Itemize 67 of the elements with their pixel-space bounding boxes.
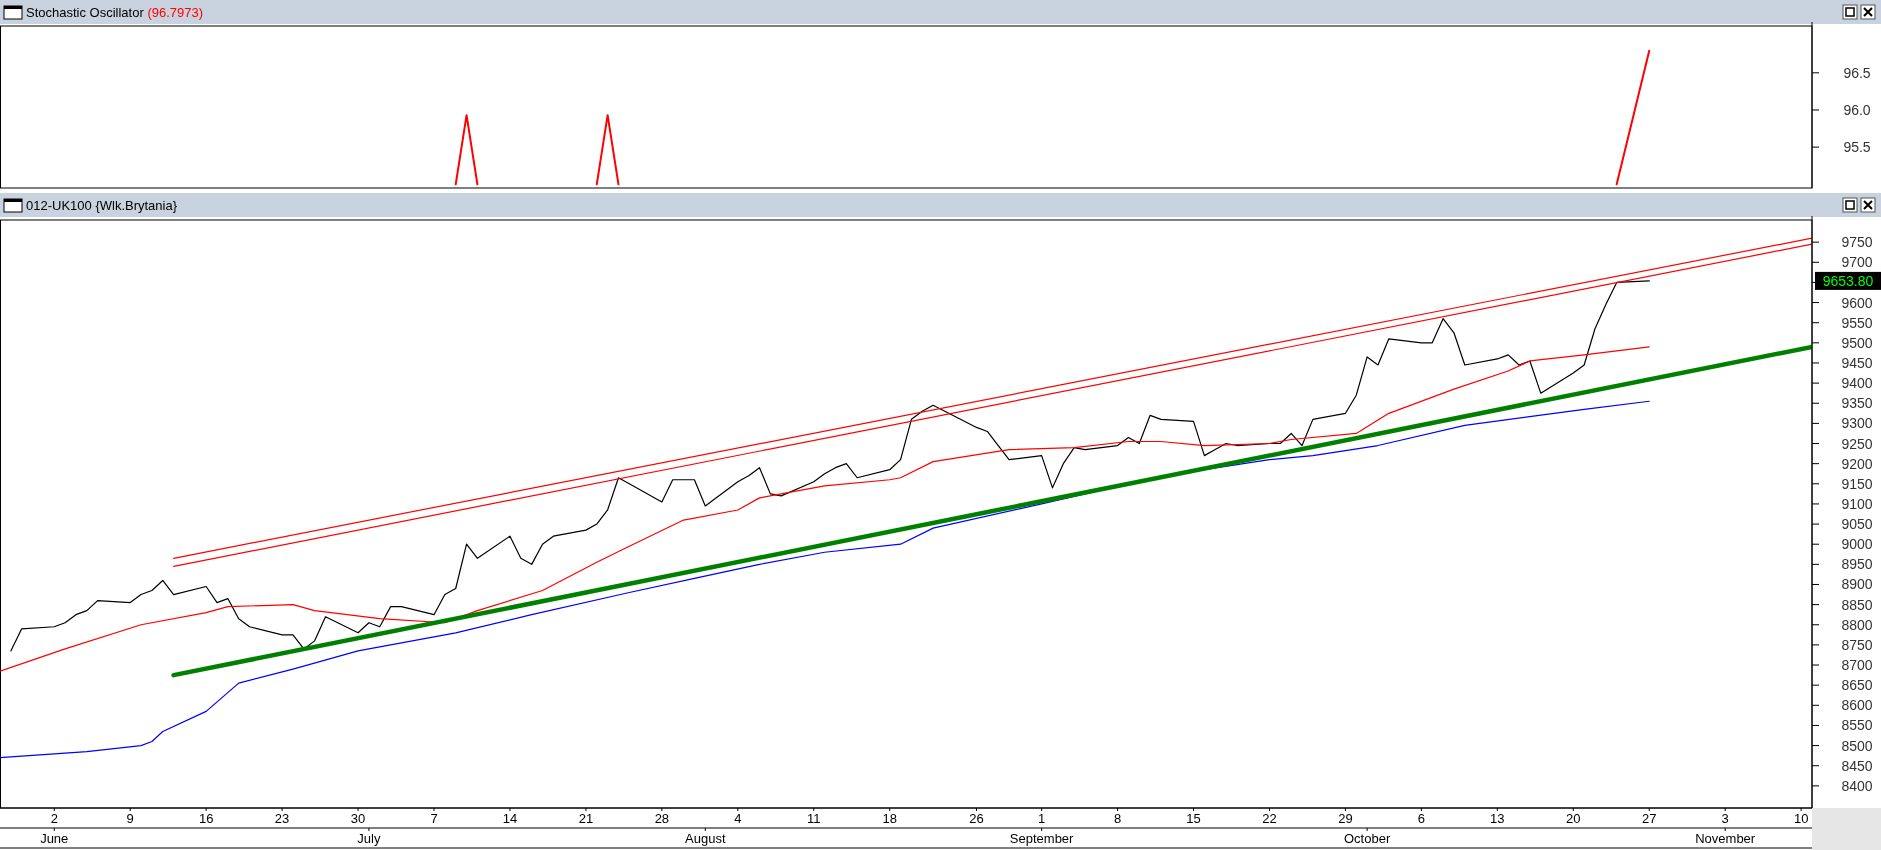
x2-tick-label: September bbox=[1009, 831, 1075, 846]
x-tick-label: 18 bbox=[882, 811, 897, 826]
x-tick-label: 8 bbox=[1113, 811, 1122, 826]
y-tick-label: 9550 bbox=[1841, 314, 1873, 331]
chart-title: Stochastic Oscillator bbox=[26, 5, 145, 20]
y-tick-label: 9250 bbox=[1841, 435, 1873, 452]
x-tick-label: 3 bbox=[1721, 811, 1729, 826]
x-tick-label: 28 bbox=[654, 811, 670, 826]
y-tick-label: 95.5 bbox=[1843, 139, 1871, 156]
y-tick-label: 9000 bbox=[1841, 536, 1873, 553]
y-tick-label: 8950 bbox=[1841, 556, 1873, 573]
y-tick-label: 8500 bbox=[1841, 737, 1873, 754]
y-tick-label: 9200 bbox=[1841, 455, 1873, 472]
x-tick-label: 15 bbox=[1186, 811, 1201, 826]
y-tick-label: 9750 bbox=[1841, 234, 1873, 251]
y-tick-label: 96.5 bbox=[1843, 64, 1871, 81]
x-tick-label: 14 bbox=[502, 811, 518, 826]
y-tick-label: 8550 bbox=[1841, 717, 1873, 734]
x-tick-label: 2 bbox=[50, 811, 58, 826]
x2-tick-label: November bbox=[1695, 831, 1756, 846]
y-tick-label: 8600 bbox=[1841, 697, 1873, 714]
y-tick-label: 9450 bbox=[1841, 354, 1873, 371]
x2-tick-label: July bbox=[357, 831, 381, 846]
x-tick-label: 30 bbox=[350, 811, 366, 826]
y-tick-label: 9150 bbox=[1841, 475, 1873, 492]
chart-subtitle: (96.7973) bbox=[143, 5, 204, 20]
line-series bbox=[0, 400, 1650, 759]
x-tick-label: 10 bbox=[1793, 811, 1809, 826]
y-tick-label: 96.0 bbox=[1843, 101, 1871, 118]
x2-tick-label: August bbox=[685, 831, 726, 846]
x-tick-label: 6 bbox=[1417, 811, 1426, 826]
x-tick-label: 26 bbox=[969, 811, 984, 826]
x-tick-label: 22 bbox=[1262, 811, 1277, 826]
x2-tick-label: October bbox=[1344, 831, 1391, 846]
x-tick-label: 4 bbox=[734, 811, 742, 826]
y-tick-label: 8400 bbox=[1841, 777, 1873, 794]
y-tick-label: 9500 bbox=[1841, 334, 1873, 351]
x-tick-label: 21 bbox=[578, 811, 594, 826]
y-tick-label: 9700 bbox=[1841, 254, 1873, 271]
y-tick-label: 9400 bbox=[1841, 375, 1873, 392]
y-tick-label: 8700 bbox=[1841, 657, 1873, 674]
y-tick-label: 8750 bbox=[1841, 636, 1873, 653]
y-tick-label: 9350 bbox=[1841, 395, 1873, 412]
y-tick-label: 8900 bbox=[1841, 576, 1873, 593]
y-tick-label: 9300 bbox=[1841, 415, 1873, 432]
x-tick-label: 23 bbox=[274, 811, 290, 826]
x-tick-label: 20 bbox=[1566, 811, 1581, 826]
x-tick-label: 1 bbox=[1038, 811, 1046, 826]
y-tick-label: 9600 bbox=[1841, 294, 1873, 311]
y-tick-label: 9100 bbox=[1841, 495, 1873, 512]
line-series bbox=[10, 280, 1650, 652]
x-tick-label: 16 bbox=[198, 811, 214, 826]
y-tick-label: 8450 bbox=[1841, 757, 1873, 774]
y-tick-label: 8650 bbox=[1841, 677, 1873, 694]
x-tick-label: 29 bbox=[1338, 811, 1353, 826]
y-tick-label: 9050 bbox=[1841, 516, 1873, 533]
x-tick-label: 9 bbox=[126, 811, 134, 826]
x-tick-label: 27 bbox=[1642, 811, 1657, 826]
line-series bbox=[0, 346, 1650, 672]
x-tick-label: 7 bbox=[430, 811, 438, 826]
text: 9653.80 bbox=[1822, 272, 1874, 289]
x-tick-label: 11 bbox=[807, 811, 821, 826]
y-tick-label: 8800 bbox=[1841, 616, 1873, 633]
x2-tick-label: June bbox=[40, 831, 69, 846]
chart-title: 012-UK100 {Wlk.Brytania} bbox=[26, 198, 178, 213]
x-tick-label: 13 bbox=[1490, 811, 1505, 826]
y-tick-label: 8850 bbox=[1841, 596, 1873, 613]
